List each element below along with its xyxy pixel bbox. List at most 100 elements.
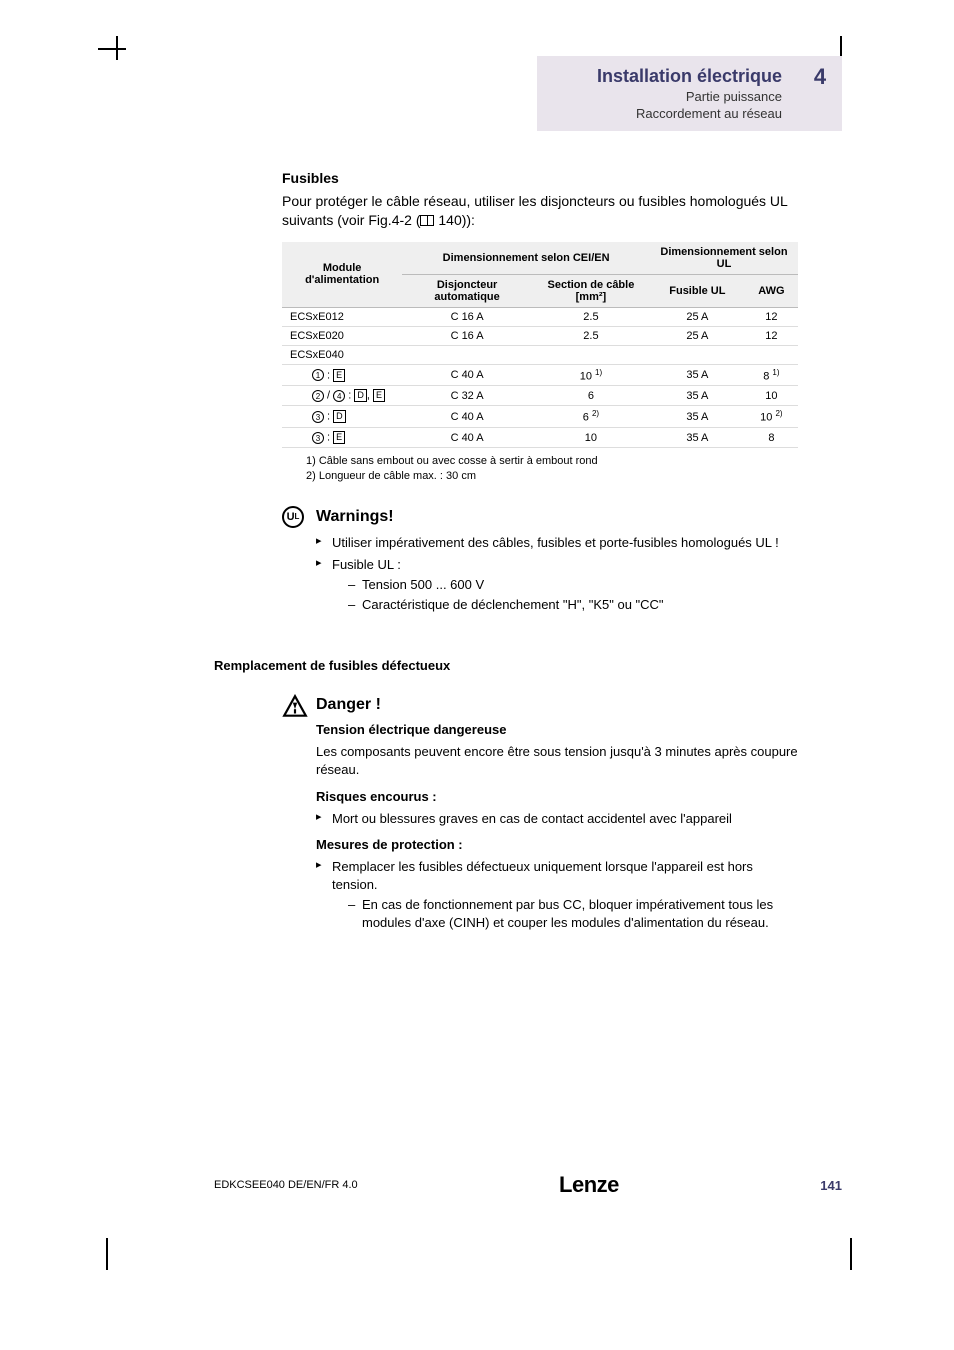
cell-module: 2 / 4 : D, E [282,386,402,406]
cell-disj: C 32 A [402,386,532,406]
cell-awg: 10 2) [745,406,798,428]
danger-title: Danger ! [316,694,802,714]
cell-fuse: 35 A [650,386,745,406]
warnings-sublist: Tension 500 ... 600 V Caractéristique de … [332,576,798,614]
danger-measure-item: Remplacer les fusibles défectueux unique… [316,858,802,933]
table-row: ECSxE012C 16 A2.525 A12 [282,307,798,326]
header-sub1: Partie puissance [597,89,782,104]
cell-cable: 6 [532,386,650,406]
table-row: 1 : EC 40 A10 1)35 A8 1) [282,364,798,386]
page-header: Installation électrique Partie puissance… [537,56,842,131]
table-row: 2 / 4 : D, EC 32 A635 A10 [282,386,798,406]
boxed-letter-icon: E [333,369,345,382]
header-text: Installation électrique Partie puissance… [537,56,798,131]
warnings-item-text: Fusible UL : [332,557,401,572]
intro-text-a: Pour protéger le câble réseau, utiliser … [282,193,787,228]
cell-fuse: 25 A [650,326,745,345]
fusibles-heading: Fusibles [282,170,798,186]
cell-module: 3 : D [282,406,402,428]
warnings-item: Utiliser impérativement des câbles, fusi… [316,534,798,552]
warnings-subitem: Tension 500 ... 600 V [348,576,798,594]
circled-num-icon: 2 [312,390,324,402]
crop-mark-bl [106,1238,108,1270]
warnings-item: Fusible UL : Tension 500 ... 600 V Caracté… [316,556,798,615]
cell-disj: C 40 A [402,428,532,448]
th-disj: Disjoncteur automatique [402,274,532,307]
table-footnotes: 1) Câble sans embout ou avec cosse à ser… [306,454,798,484]
danger-measure-sublist: En cas de fonctionnement par bus CC, blo… [332,896,802,932]
th-cei: Dimensionnement selon CEI/EN [402,242,650,275]
ul-circle-icon: UL [282,506,304,528]
fusibles-table: Module d'alimentation Dimensionnement se… [282,242,798,448]
danger-p1: Les composants peuvent encore être sous … [316,743,802,779]
crop-mark-tl [116,36,140,60]
intro-text-b: 140)): [434,212,474,228]
danger-sub2: Risques encourus : [316,789,802,804]
cell-disj: C 16 A [402,326,532,345]
chapter-number: 4 [798,56,842,131]
cell-cable: 10 1) [532,364,650,386]
cell-empty [402,345,798,364]
danger-measure-sub: En cas de fonctionnement par bus CC, blo… [348,896,802,932]
cell-disj: C 40 A [402,406,532,428]
cell-awg: 10 [745,386,798,406]
boxed-letter-icon: D [354,389,367,402]
danger-block: Danger ! Tension électrique dangereuse L… [282,694,802,950]
danger-measure-text: Remplacer les fusibles défectueux unique… [332,859,753,892]
table-row: ECSxE020C 16 A2.525 A12 [282,326,798,345]
table-row: ECSxE040 [282,345,798,364]
footnote-1: 1) Câble sans embout ou avec cosse à ser… [306,454,798,469]
cell-module: ECSxE040 [282,345,402,364]
circled-num-icon: 3 [312,432,324,444]
th-ul: Dimensionnement selon UL [650,242,798,275]
boxed-letter-icon: E [333,431,345,444]
header-title: Installation électrique [597,66,782,87]
cell-disj: C 16 A [402,307,532,326]
danger-body: Danger ! Tension électrique dangereuse L… [316,694,802,936]
danger-risk-list: Mort ou blessures graves en cas de conta… [316,810,802,828]
cell-module: ECSxE012 [282,307,402,326]
footer-page-number: 141 [820,1178,842,1193]
warnings-list: Utiliser impérativement des câbles, fusi… [316,534,798,615]
circled-num-icon: 3 [312,411,324,423]
th-cable: Section de câble [mm²] [532,274,650,307]
page-footer: EDKCSEE040 DE/EN/FR 4.0 Lenze 141 [214,1172,842,1198]
cell-cable: 10 [532,428,650,448]
footer-doc-id: EDKCSEE040 DE/EN/FR 4.0 [214,1179,358,1191]
boxed-letter-icon: E [373,389,385,402]
book-icon [420,215,434,226]
cell-module: 3 : E [282,428,402,448]
footnote-2: 2) Longueur de câble max. : 30 cm [306,469,798,484]
th-module: Module d'alimentation [282,242,402,308]
boxed-letter-icon: D [333,410,346,423]
page: Installation électrique Partie puissance… [0,0,954,1350]
circled-num-icon: 4 [333,390,345,402]
table-row: 3 : EC 40 A1035 A8 [282,428,798,448]
fusibles-intro: Pour protéger le câble réseau, utiliser … [282,192,798,230]
warnings-body: Warnings! Utiliser impérativement des câ… [316,506,798,619]
danger-callout: Danger ! Tension électrique dangereuse L… [282,694,802,936]
ul-badge-icon: UL [282,506,316,619]
header-sub2: Raccordement au réseau [597,106,782,121]
cell-cable: 2.5 [532,326,650,345]
cell-awg: 12 [745,307,798,326]
table-row: 3 : DC 40 A6 2)35 A10 2) [282,406,798,428]
warnings-title: Warnings! [316,506,798,526]
cell-fuse: 35 A [650,364,745,386]
cell-cable: 6 2) [532,406,650,428]
cell-disj: C 40 A [402,364,532,386]
cell-awg: 8 1) [745,364,798,386]
cell-fuse: 35 A [650,406,745,428]
warnings-item-text: Utiliser impérativement des câbles, fusi… [332,535,779,550]
danger-measure-list: Remplacer les fusibles défectueux unique… [316,858,802,933]
cell-awg: 12 [745,326,798,345]
warning-triangle-icon [282,694,308,720]
warnings-subitem: Caractéristique de déclenchement "H", "K… [348,596,798,614]
replace-heading: Remplacement de fusibles défectueux [214,658,794,673]
cell-fuse: 25 A [650,307,745,326]
footer-brand: Lenze [559,1172,619,1198]
circled-num-icon: 1 [312,369,324,381]
content-body: Fusibles Pour protéger le câble réseau, … [282,170,798,633]
danger-risk-item: Mort ou blessures graves en cas de conta… [316,810,802,828]
danger-sub3: Mesures de protection : [316,837,802,852]
